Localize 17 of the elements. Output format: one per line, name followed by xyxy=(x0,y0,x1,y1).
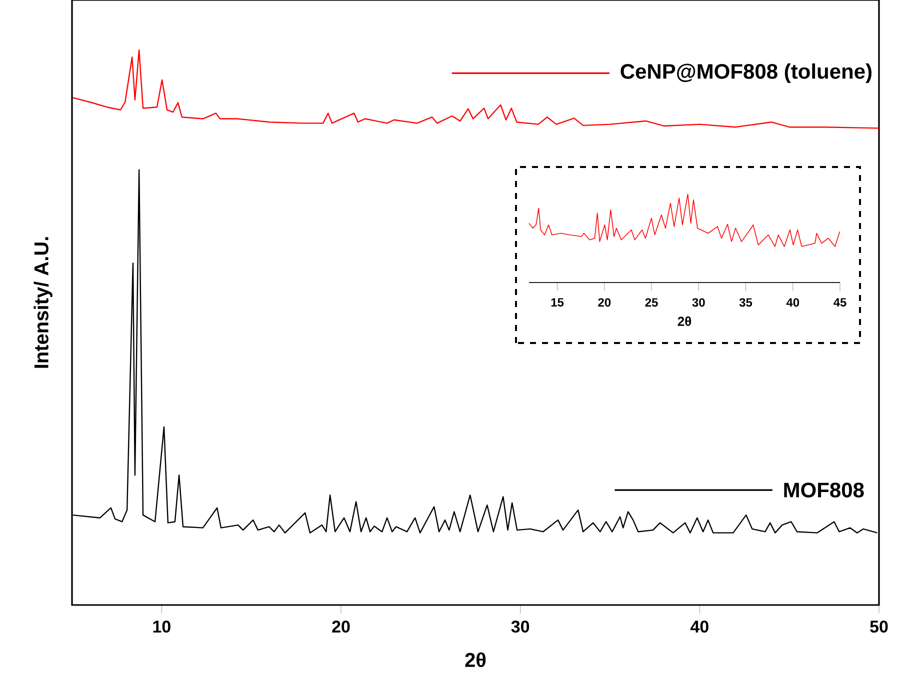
y-axis-title: Intensity/ A.U. xyxy=(34,237,52,368)
x-tick-label: 40 xyxy=(786,298,800,307)
x-axis-title: 2θ xyxy=(678,316,692,326)
x-tick-label: 20 xyxy=(598,298,611,307)
x-tick-label: 50 xyxy=(870,620,888,633)
series-label: CeNP@MOF808 (toluene) xyxy=(620,63,872,83)
x-tick-label: 40 xyxy=(690,620,708,633)
x-tick-label: 25 xyxy=(645,298,658,307)
x-tick-label: 15 xyxy=(551,298,564,307)
x-axis-title: 2θ xyxy=(465,652,486,668)
x-tick-label: 30 xyxy=(511,620,530,633)
x-tick-label: 20 xyxy=(332,620,350,633)
x-tick-label: 30 xyxy=(692,298,705,307)
series-label: MOF808 xyxy=(784,482,864,498)
x-tick-label: 10 xyxy=(153,620,170,633)
x-tick-label: 35 xyxy=(739,298,752,307)
x-tick-label: 45 xyxy=(834,298,846,307)
